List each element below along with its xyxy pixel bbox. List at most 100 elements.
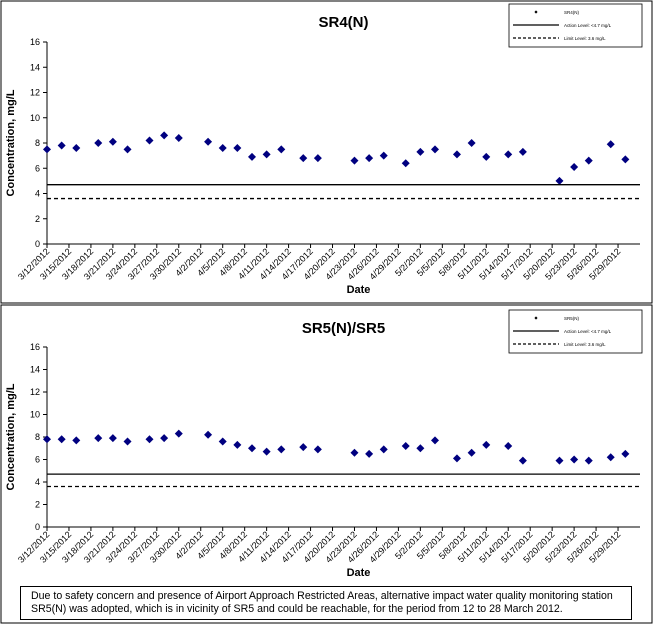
y-tick-label: 8 [35, 432, 40, 442]
footnote: Due to safety concern and presence of Ai… [20, 586, 632, 620]
data-point [277, 145, 286, 154]
x-axis-label: Date [347, 567, 371, 579]
data-point [555, 456, 564, 465]
data-point [365, 154, 374, 163]
y-tick-label: 6 [35, 163, 40, 173]
data-point [145, 435, 154, 444]
y-tick-label: 0 [35, 522, 40, 532]
x-axis-label: Date [347, 284, 371, 296]
data-point [57, 141, 66, 150]
legend-entry: Action Level: <4.7 mg/L [564, 329, 612, 334]
chart-border-2 [0, 304, 653, 624]
data-point [467, 448, 476, 457]
data-point [218, 144, 227, 153]
data-point [452, 454, 461, 463]
data-point [416, 444, 425, 453]
data-point [416, 147, 425, 156]
data-point [262, 447, 271, 456]
y-tick-label: 0 [35, 239, 40, 249]
legend-marker-swatch [534, 10, 538, 14]
y-tick-label: 10 [30, 410, 40, 420]
data-point [43, 145, 51, 154]
data-point [43, 435, 51, 444]
data-point [350, 448, 359, 457]
legend-entry: SR4(N) [564, 10, 580, 15]
chart-border-1 [0, 0, 653, 304]
data-point [94, 434, 103, 443]
data-point [174, 133, 183, 142]
y-tick-label: 12 [30, 387, 40, 397]
data-point [504, 150, 513, 159]
y-axis-label: Concentration, mg/L [5, 89, 17, 196]
data-point [204, 430, 213, 439]
y-tick-label: 16 [30, 342, 40, 352]
y-tick-label: 10 [30, 113, 40, 123]
data-point [123, 145, 132, 154]
data-point [313, 154, 322, 163]
data-point [606, 453, 615, 462]
data-point [247, 444, 256, 453]
legend-marker-swatch [534, 316, 538, 320]
data-point [145, 136, 154, 145]
data-point [452, 150, 461, 159]
data-point [518, 456, 527, 465]
chart-1: SR4(N)02468101214163/12/20123/15/20123/1… [5, 3, 643, 296]
data-point [379, 151, 388, 160]
data-point [365, 449, 374, 458]
data-point [108, 137, 117, 146]
data-point [313, 445, 322, 454]
data-point [299, 443, 308, 452]
y-tick-label: 2 [35, 214, 40, 224]
data-point [350, 156, 359, 165]
legend: SR4(N) Action Level: <4.7 mg/L Limit Level… [508, 3, 643, 48]
legend: SR5(N) Action Level: <4.7 mg/L Limit Level… [508, 309, 643, 354]
data-point [204, 137, 213, 146]
data-point [518, 147, 527, 156]
data-point [570, 455, 579, 464]
data-point [482, 440, 491, 449]
data-point [123, 437, 132, 446]
y-tick-label: 8 [35, 138, 40, 148]
y-tick-label: 6 [35, 455, 40, 465]
data-point [262, 150, 271, 159]
data-point [401, 442, 410, 450]
legend-entry: Limit Level: 3.6 mg/L [564, 342, 606, 347]
legend-entry: Limit Level: 3.6 mg/L [564, 36, 606, 41]
data-point [108, 434, 117, 443]
y-tick-label: 14 [30, 365, 40, 375]
y-axis-label: Concentration, mg/L [5, 383, 17, 490]
data-point [504, 442, 513, 450]
chart-title: SR4(N) [318, 14, 368, 31]
data-point [401, 159, 410, 168]
data-point [467, 139, 476, 147]
data-point [247, 152, 256, 161]
data-point [160, 131, 169, 140]
data-point [431, 145, 440, 154]
data-point [277, 445, 286, 454]
data-point [621, 155, 630, 164]
data-point [379, 445, 388, 454]
chart-2: SR5(N)/SR502468101214163/12/20123/15/201… [5, 309, 643, 579]
data-point [218, 437, 227, 446]
legend-entry: SR5(N) [564, 316, 580, 321]
data-point [72, 144, 81, 153]
data-point [174, 429, 183, 438]
data-point [299, 154, 308, 163]
data-point [584, 156, 593, 165]
data-point [233, 144, 242, 153]
data-point [482, 152, 491, 161]
y-tick-label: 2 [35, 500, 40, 510]
data-point [584, 456, 593, 465]
data-point [606, 140, 615, 149]
y-tick-label: 14 [30, 62, 40, 72]
chart-title: SR5(N)/SR5 [302, 320, 385, 337]
data-point [72, 436, 81, 445]
data-point [621, 449, 630, 458]
data-point [233, 440, 242, 449]
data-point [555, 176, 564, 185]
legend-entry: Action Level: <4.7 mg/L [564, 23, 612, 28]
y-tick-label: 16 [30, 37, 40, 47]
y-tick-label: 12 [30, 88, 40, 98]
